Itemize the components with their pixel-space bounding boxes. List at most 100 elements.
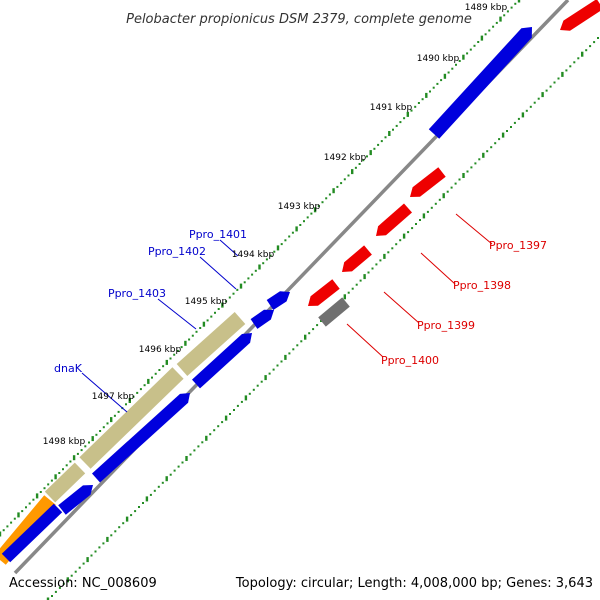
inner-scale-dot xyxy=(438,198,441,201)
outer-scale-dot xyxy=(321,201,324,204)
inner-scale-dot xyxy=(379,259,382,262)
outer-scale-dot xyxy=(313,207,317,213)
outer-scale-dot xyxy=(336,185,339,188)
leader-line xyxy=(346,323,384,358)
gene-label-forward[interactable]: Ppro_1403 xyxy=(108,287,166,300)
outer-scale-dot xyxy=(358,163,361,165)
outer-scale-dot xyxy=(128,398,131,403)
inner-scale-dot xyxy=(474,162,477,165)
inner-scale-dot xyxy=(138,506,140,508)
gene-label-reverse[interactable]: Ppro_1400 xyxy=(381,354,439,367)
outer-scale-dot xyxy=(28,502,31,505)
outer-scale-dot xyxy=(269,254,272,257)
scale-tick-label: 1492 kbp xyxy=(324,153,367,163)
inner-scale-dot xyxy=(264,375,267,381)
inner-scale-dot xyxy=(347,291,350,294)
inner-scale-dot xyxy=(236,404,239,407)
outer-scale-dot xyxy=(25,506,27,509)
outer-scale-dot xyxy=(328,193,331,196)
outer-scale-dot xyxy=(510,6,513,9)
outer-scale-dot xyxy=(432,86,435,89)
inner-scale-dot xyxy=(201,441,204,444)
inner-scale-dot xyxy=(478,158,481,161)
outer-scale-dot xyxy=(499,16,502,22)
inner-scale-dot xyxy=(74,570,77,573)
inner-scale-dot xyxy=(525,109,528,112)
outer-scale-dot xyxy=(125,403,127,406)
inner-scale-dot xyxy=(565,69,568,72)
inner-scale-dot xyxy=(426,210,429,213)
labels: 1489 kbp 1490 kbp 1491 kbp 1492 kbp 1493 kbp… xyxy=(43,3,547,447)
inner-scale-dot xyxy=(506,130,508,132)
outer-scale-dot xyxy=(202,321,206,327)
outer-scale-dot xyxy=(173,353,176,356)
inner-scale-dot xyxy=(407,231,410,234)
outer-scale-dot xyxy=(217,308,220,310)
gene-label-forward[interactable]: Ppro_1402 xyxy=(148,245,206,258)
outer-scale-dot xyxy=(21,510,24,513)
inner-scale-dot xyxy=(224,415,228,421)
inner-scale-dot xyxy=(581,51,584,57)
inner-scale-dot xyxy=(134,510,137,513)
outer-scale-dot xyxy=(517,0,521,3)
gene-label-reverse[interactable]: Ppro_1399 xyxy=(417,319,475,332)
gene-label-reverse[interactable]: Ppro_1397 xyxy=(489,239,547,252)
outer-scale-dot xyxy=(317,205,320,207)
outer-scale-dot xyxy=(132,395,135,398)
inner-scale-dot xyxy=(173,469,176,472)
inner-scale-dot xyxy=(90,554,93,557)
outer-scale-dot xyxy=(343,178,346,181)
outer-scale-dot xyxy=(243,281,246,284)
outer-scale-dot xyxy=(188,338,191,341)
inner-scale-dot xyxy=(537,97,540,100)
outer-scale-dot xyxy=(514,2,517,5)
inner-scale-dot xyxy=(498,138,501,141)
outer-scale-dot xyxy=(39,491,42,493)
inner-scale-dot xyxy=(533,101,536,104)
outer-scale-dot xyxy=(65,464,68,467)
inner-scale-dot xyxy=(292,348,295,351)
outer-scale-dot xyxy=(72,455,76,461)
inner-scale-dot xyxy=(125,516,129,522)
outer-scale-dot xyxy=(162,365,165,368)
inner-scale-dot xyxy=(229,413,231,415)
gene-label-forward[interactable]: Ppro_1401 xyxy=(189,228,247,241)
reverse-gene xyxy=(342,245,372,272)
gene-label-forward[interactable]: dnaK xyxy=(54,362,83,375)
outer-scale-dot xyxy=(447,71,450,74)
gene-label-reverse[interactable]: Ppro_1398 xyxy=(453,279,511,292)
inner-scale-dot xyxy=(553,81,556,84)
forward-gene xyxy=(266,291,290,310)
outer-scale-dot xyxy=(480,35,484,41)
inner-scale-dot xyxy=(58,586,61,589)
inner-scale-dot xyxy=(130,514,133,517)
outer-scale-dot xyxy=(276,245,280,251)
scale-tick-label: 1490 kbp xyxy=(417,54,460,64)
inner-scale-dot xyxy=(545,89,548,92)
outer-scale-dot xyxy=(325,197,328,200)
inner-scale-dot xyxy=(419,219,421,221)
outer-scale-dot xyxy=(477,41,480,43)
outer-scale-dot xyxy=(176,349,179,352)
outer-scale-dot xyxy=(110,417,113,423)
outer-scale-dot xyxy=(258,264,261,270)
inner-scale-dot xyxy=(549,85,552,88)
leader-line xyxy=(420,252,456,285)
inner-scale-dot xyxy=(399,239,402,242)
scale-tick-label: 1494 kbp xyxy=(232,250,275,260)
scale-tick-label: 1497 kbp xyxy=(92,392,135,402)
inner-scale-dot xyxy=(157,485,160,488)
outer-scale-dot xyxy=(151,376,153,379)
label-leader-lines xyxy=(81,213,493,413)
leader-line xyxy=(157,298,197,330)
outer-scale-dot xyxy=(147,378,150,384)
inner-scale-dot xyxy=(351,287,354,290)
inner-scale-dot xyxy=(114,530,117,533)
inner-scale-dot xyxy=(233,409,235,411)
outer-scale-dot xyxy=(373,147,376,150)
outer-scale-dot xyxy=(232,292,235,295)
inner-scale-dot xyxy=(517,117,520,120)
outer-scale-dot xyxy=(117,410,120,413)
outer-scale-dot xyxy=(50,479,53,482)
outer-scale-dot xyxy=(106,422,109,425)
